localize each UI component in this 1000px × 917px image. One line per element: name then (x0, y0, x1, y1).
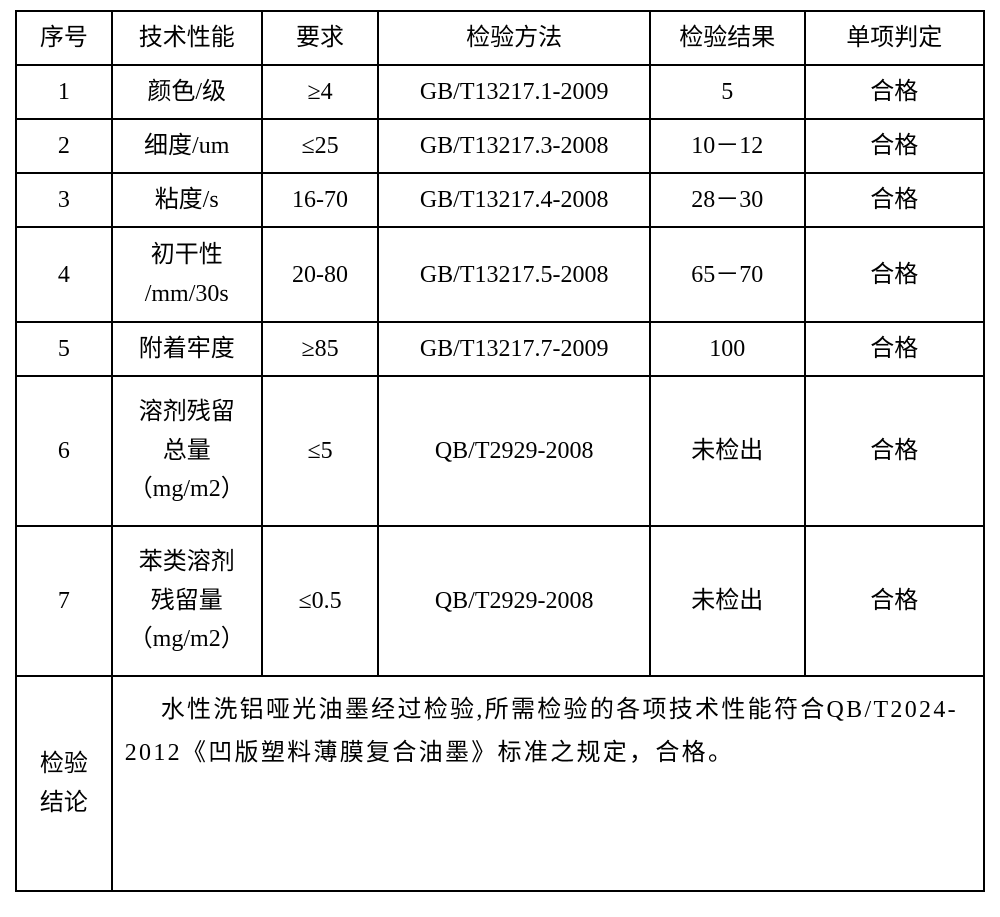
spec-line: （mg/m2） (129, 626, 245, 652)
spec-line: 苯类溶剂 (139, 549, 235, 575)
cell-spec: 细度/um (112, 119, 262, 173)
conclusion-label-line: 检验 (40, 751, 88, 777)
cell-judgment: 合格 (805, 65, 984, 119)
spec-line: /mm/30s (145, 281, 229, 307)
cell-method: QB/T2929-2008 (378, 526, 650, 676)
conclusion-label-line: 结论 (40, 790, 88, 816)
cell-result: 100 (650, 322, 805, 376)
conclusion-row: 检验 结论 水性洗铝哑光油墨经过检验,所需检验的各项技术性能符合QB/T2024… (16, 676, 984, 891)
cell-seq: 7 (16, 526, 112, 676)
spec-line: 总量 (163, 438, 211, 464)
cell-judgment: 合格 (805, 119, 984, 173)
spec-line: 残留量 (151, 588, 223, 614)
table-row: 5 附着牢度 ≥85 GB/T13217.7-2009 100 合格 (16, 322, 984, 376)
cell-seq: 5 (16, 322, 112, 376)
inspection-table: 序号 技术性能 要求 检验方法 检验结果 单项判定 1 颜色/级 ≥4 GB/T… (15, 10, 985, 892)
header-method: 检验方法 (378, 11, 650, 65)
header-judgment: 单项判定 (805, 11, 984, 65)
spec-line: 初干性 (151, 242, 223, 268)
cell-spec: 溶剂残留 总量 （mg/m2） (112, 376, 262, 526)
cell-spec: 颜色/级 (112, 65, 262, 119)
header-seq: 序号 (16, 11, 112, 65)
cell-result: 65－70 (650, 227, 805, 322)
cell-req: ≥4 (262, 65, 379, 119)
cell-method: GB/T13217.7-2009 (378, 322, 650, 376)
table-row: 1 颜色/级 ≥4 GB/T13217.1-2009 5 合格 (16, 65, 984, 119)
cell-result: 28－30 (650, 173, 805, 227)
spec-line: 溶剂残留 (139, 399, 235, 425)
cell-result: 10－12 (650, 119, 805, 173)
table-header-row: 序号 技术性能 要求 检验方法 检验结果 单项判定 (16, 11, 984, 65)
cell-judgment: 合格 (805, 376, 984, 526)
header-result: 检验结果 (650, 11, 805, 65)
cell-spec: 初干性 /mm/30s (112, 227, 262, 322)
cell-req: ≤5 (262, 376, 379, 526)
cell-spec: 粘度/s (112, 173, 262, 227)
table-row: 7 苯类溶剂 残留量 （mg/m2） ≤0.5 QB/T2929-2008 未检… (16, 526, 984, 676)
spec-line: （mg/m2） (129, 476, 245, 502)
cell-seq: 1 (16, 65, 112, 119)
table-row: 6 溶剂残留 总量 （mg/m2） ≤5 QB/T2929-2008 未检出 合… (16, 376, 984, 526)
table-row: 4 初干性 /mm/30s 20-80 GB/T13217.5-2008 65－… (16, 227, 984, 322)
table-row: 3 粘度/s 16-70 GB/T13217.4-2008 28－30 合格 (16, 173, 984, 227)
cell-req: ≤0.5 (262, 526, 379, 676)
header-req: 要求 (262, 11, 379, 65)
cell-judgment: 合格 (805, 173, 984, 227)
header-spec: 技术性能 (112, 11, 262, 65)
cell-method: QB/T2929-2008 (378, 376, 650, 526)
cell-method: GB/T13217.1-2009 (378, 65, 650, 119)
cell-judgment: 合格 (805, 526, 984, 676)
conclusion-label: 检验 结论 (16, 676, 112, 891)
cell-spec: 附着牢度 (112, 322, 262, 376)
cell-result: 未检出 (650, 376, 805, 526)
table-row: 2 细度/um ≤25 GB/T13217.3-2008 10－12 合格 (16, 119, 984, 173)
cell-method: GB/T13217.4-2008 (378, 173, 650, 227)
cell-seq: 2 (16, 119, 112, 173)
cell-method: GB/T13217.5-2008 (378, 227, 650, 322)
cell-judgment: 合格 (805, 322, 984, 376)
cell-method: GB/T13217.3-2008 (378, 119, 650, 173)
cell-req: ≥85 (262, 322, 379, 376)
cell-result: 未检出 (650, 526, 805, 676)
cell-spec: 苯类溶剂 残留量 （mg/m2） (112, 526, 262, 676)
cell-req: 20-80 (262, 227, 379, 322)
cell-result: 5 (650, 65, 805, 119)
cell-seq: 6 (16, 376, 112, 526)
cell-req: ≤25 (262, 119, 379, 173)
cell-judgment: 合格 (805, 227, 984, 322)
cell-seq: 4 (16, 227, 112, 322)
cell-seq: 3 (16, 173, 112, 227)
conclusion-text: 水性洗铝哑光油墨经过检验,所需检验的各项技术性能符合QB/T2024-2012《… (112, 676, 984, 891)
cell-req: 16-70 (262, 173, 379, 227)
